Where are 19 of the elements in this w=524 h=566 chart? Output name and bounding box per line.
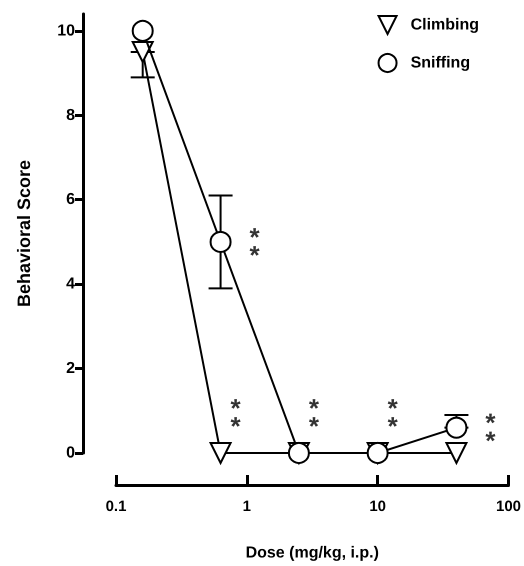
- annotation: **: [388, 393, 399, 441]
- y-axis-title: Behavioral Score: [14, 160, 34, 308]
- x-tick-label: 1: [242, 498, 251, 515]
- x-axis-title: Dose (mg/kg, i.p.): [246, 544, 379, 562]
- annotation: **: [250, 222, 261, 270]
- legend-label: Climbing: [410, 16, 479, 34]
- x-tick-label: 0.1: [106, 498, 126, 515]
- y-tick-label: 8: [66, 106, 76, 124]
- x-tick-label: 100: [496, 498, 521, 515]
- y-tick-label: 0: [66, 444, 76, 462]
- y-tick-label: 10: [57, 22, 76, 40]
- y-tick-label: 2: [66, 360, 76, 378]
- y-tick-label: 6: [66, 191, 76, 208]
- annotation: **: [485, 408, 496, 456]
- annotation: **: [230, 393, 242, 441]
- annotation: **: [308, 393, 320, 441]
- x-tick-label: 10: [369, 498, 386, 515]
- y-tick-label: 4: [66, 276, 76, 293]
- legend-label: Sniffing: [410, 54, 470, 72]
